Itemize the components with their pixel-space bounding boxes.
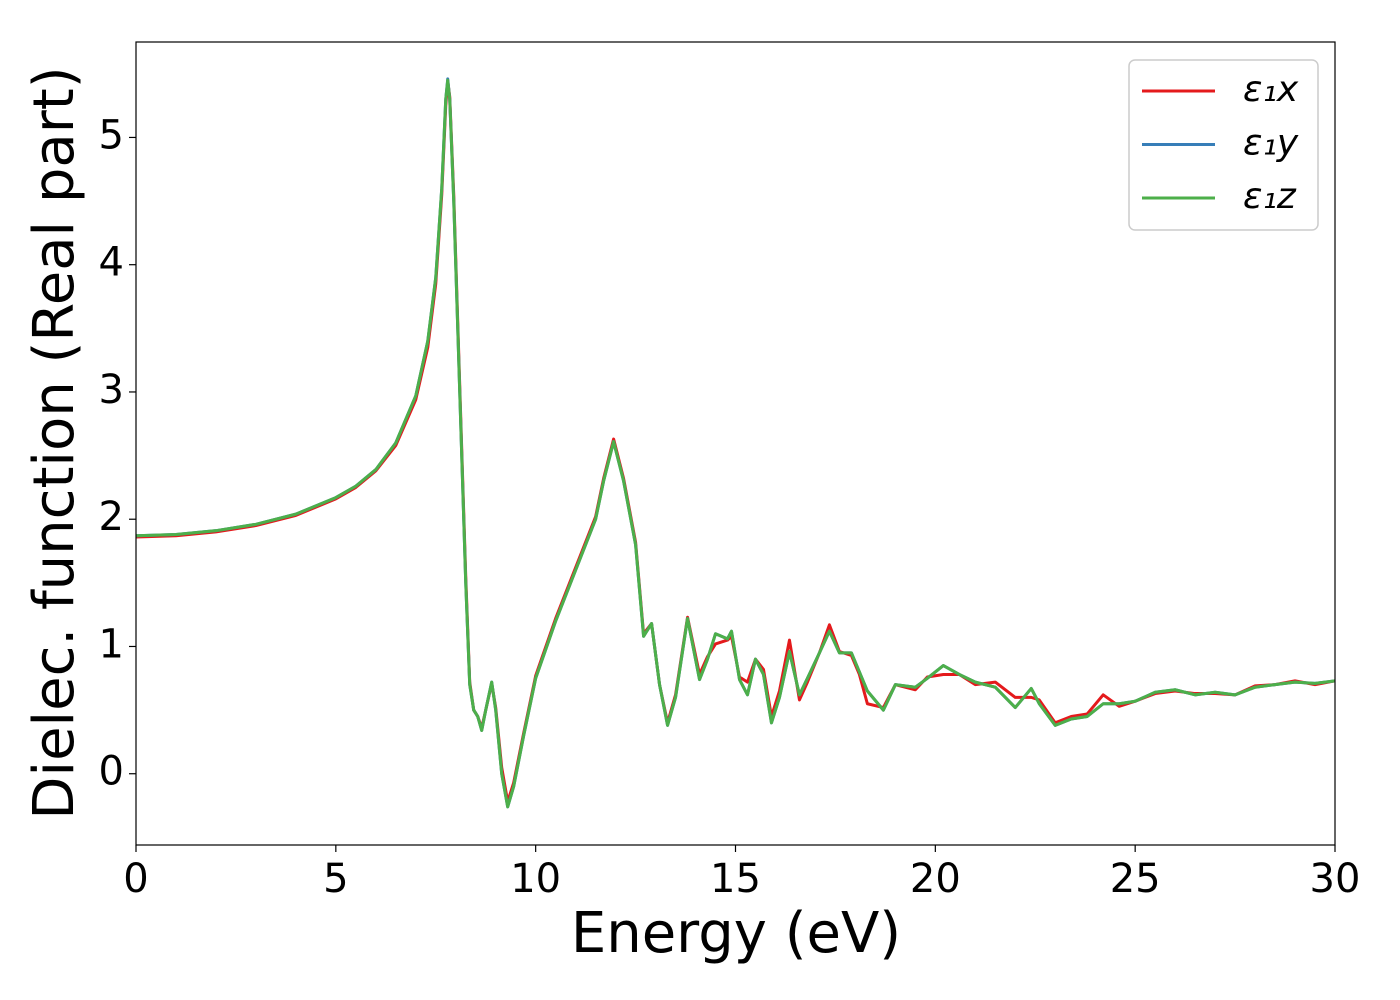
x-axis-label: Energy (eV) bbox=[571, 901, 901, 966]
y-tick-label: 4 bbox=[99, 240, 124, 286]
y-tick-label: 0 bbox=[99, 749, 124, 795]
x-tick-label: 0 bbox=[123, 856, 148, 902]
x-tick-label: 15 bbox=[710, 856, 761, 902]
x-tick-label: 20 bbox=[910, 856, 961, 902]
legend-label: ε₁z bbox=[1243, 176, 1297, 217]
legend-label: ε₁x bbox=[1243, 69, 1299, 110]
y-tick-label: 2 bbox=[99, 494, 124, 540]
y-tick-label: 3 bbox=[99, 367, 124, 413]
x-tick-label: 30 bbox=[1310, 856, 1361, 902]
y-tick-label: 1 bbox=[99, 621, 124, 667]
x-tick-label: 25 bbox=[1110, 856, 1161, 902]
y-tick-label: 5 bbox=[99, 112, 124, 158]
legend-box bbox=[1128, 59, 1319, 231]
line-series bbox=[136, 78, 1335, 809]
x-tick-label: 5 bbox=[323, 856, 348, 902]
x-tick-label: 10 bbox=[510, 856, 561, 902]
y-axis-label: Dielec. function (Real part) bbox=[22, 66, 87, 819]
legend-label: ε₁y bbox=[1243, 123, 1299, 164]
